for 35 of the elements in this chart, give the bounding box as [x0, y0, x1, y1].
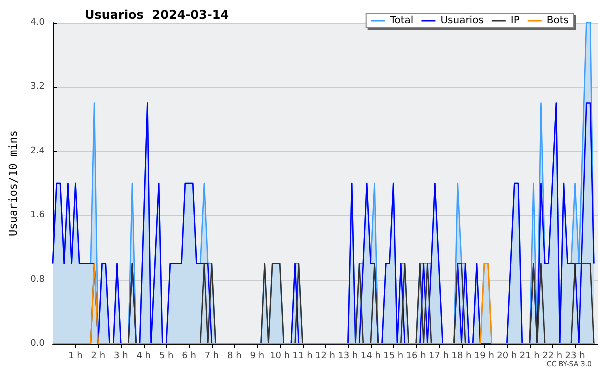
- x-tick-label: 17 h: [429, 352, 450, 362]
- x-tick-label: 18 h: [452, 352, 472, 362]
- y-tick-label: 4.0: [30, 18, 46, 28]
- x-tick-label: 16 h: [406, 352, 426, 362]
- y-tick-label: 0.0: [30, 339, 46, 349]
- x-tick-label: 20 h: [497, 352, 518, 362]
- y-tick-label: 3.2: [30, 82, 45, 92]
- y-axis-title: Usuarios/10 mins: [7, 130, 20, 236]
- x-tick-label: 12 h: [315, 352, 336, 362]
- legend-label: Usuarios: [440, 16, 484, 26]
- y-tick-label: 2.4: [30, 146, 46, 156]
- x-tick-label: 11 h: [292, 352, 313, 362]
- legend-label: IP: [510, 16, 520, 26]
- x-tick-label: 21 h: [520, 352, 540, 362]
- x-tick-label: 14 h: [360, 352, 381, 362]
- x-tick-label: 2 h: [91, 352, 106, 362]
- x-tick-label: 8 h: [228, 352, 242, 362]
- x-tick-label: 13 h: [338, 352, 358, 362]
- x-tick-label: 9 h: [250, 352, 265, 362]
- y-tick-label: 1.6: [30, 210, 46, 221]
- x-tick-label: 19 h: [474, 352, 494, 362]
- legend-label: Total: [389, 16, 414, 26]
- x-tick-label: 4 h: [136, 352, 151, 362]
- x-tick-label: 5 h: [159, 352, 174, 362]
- legend-label: Bots: [546, 16, 569, 26]
- x-tick-label: 1 h: [68, 352, 83, 362]
- x-tick-label: 15 h: [384, 352, 404, 362]
- chart-title: Usuarios 2024-03-14: [85, 8, 230, 22]
- x-tick-label: 10 h: [270, 352, 290, 362]
- x-tick-label: 7 h: [204, 352, 220, 362]
- x-tick-label: 22 h: [542, 352, 563, 362]
- x-tick-label: 6 h: [182, 352, 196, 362]
- x-tick-label: 3 h: [114, 352, 128, 362]
- y-tick-label: 0.8: [30, 274, 46, 285]
- x-tick-label: 23 h: [565, 352, 586, 362]
